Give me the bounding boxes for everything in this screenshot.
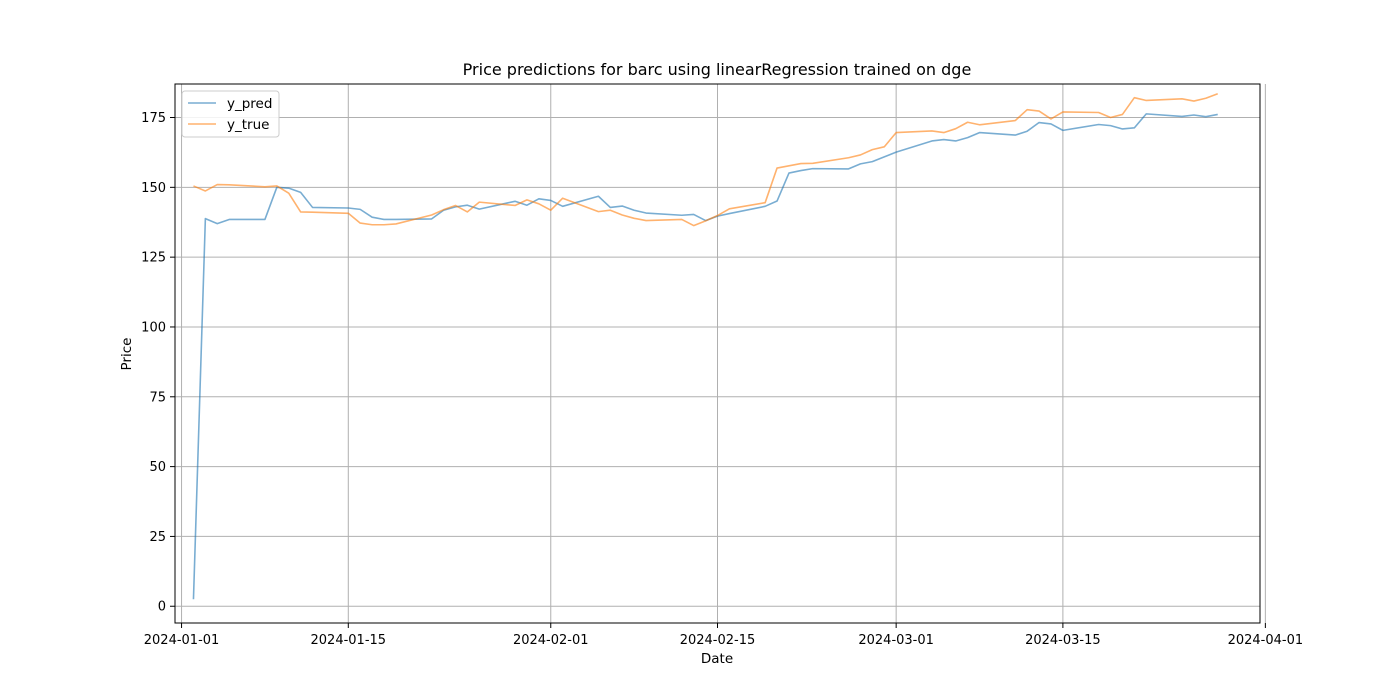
- x-tick-label: 2024-02-15: [680, 633, 756, 648]
- y-tick-label: 175: [141, 111, 166, 126]
- y-tick-label: 150: [141, 181, 166, 196]
- y-tick-label: 0: [158, 600, 166, 615]
- series-layer: [192, 93, 1219, 600]
- x-tick-label: 2024-02-01: [513, 633, 589, 648]
- y-tick-label: 75: [149, 390, 166, 405]
- y-tick-label: 50: [149, 460, 166, 475]
- x-tick-label: 2024-01-15: [311, 633, 387, 648]
- y-tick-label: 100: [141, 320, 166, 335]
- y-tick-label: 125: [141, 251, 166, 266]
- legend-label-y-true: y_true: [227, 117, 269, 133]
- x-axis-label: Date: [701, 651, 733, 667]
- x-axis-ticks: 2024-01-01 2024-01-15 2024-02-01 2024-02-15…: [144, 623, 1303, 648]
- legend-label-y-pred: y_pred: [227, 96, 272, 112]
- y-axis-ticks: 0 25 50 75 100 125 150 175: [141, 111, 175, 615]
- series-line-y-true: [193, 93, 1219, 227]
- x-tick-label: 2024-03-01: [858, 633, 934, 648]
- y-tick-label: 25: [149, 530, 166, 545]
- x-tick-label: 2024-04-01: [1228, 633, 1304, 648]
- grid-lines: [175, 84, 1266, 623]
- chart-title: Price predictions for barc using linearR…: [463, 60, 972, 79]
- x-tick-label: 2024-03-15: [1025, 633, 1101, 648]
- y-axis-label: Price: [119, 338, 135, 371]
- legend: y_pred y_true: [181, 90, 280, 138]
- x-tick-label: 2024-01-01: [144, 633, 220, 648]
